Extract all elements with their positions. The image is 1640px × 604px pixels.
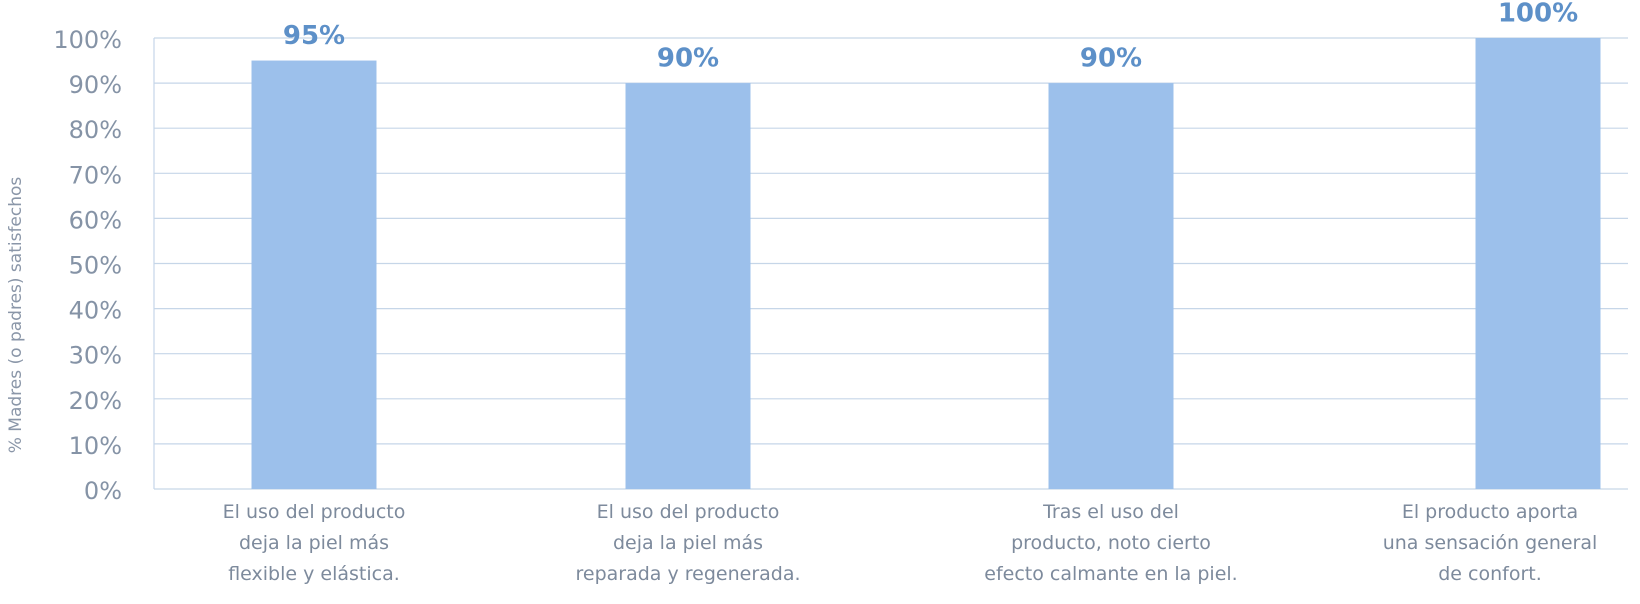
y-tick-label: 90% bbox=[69, 71, 122, 99]
y-tick-label: 30% bbox=[69, 342, 122, 370]
y-tick-label: 0% bbox=[84, 477, 122, 505]
bar bbox=[251, 60, 377, 490]
value-label: 100% bbox=[1498, 0, 1578, 29]
value-label: 90% bbox=[657, 44, 719, 74]
bar bbox=[625, 83, 751, 489]
y-tick-label: 100% bbox=[53, 26, 122, 54]
y-tick-label: 20% bbox=[69, 387, 122, 415]
y-tick-label: 70% bbox=[69, 161, 122, 189]
y-axis-label: % Madres (o padres) satisfechos bbox=[6, 177, 26, 454]
y-tick-label: 80% bbox=[69, 116, 122, 144]
bar bbox=[1048, 83, 1174, 489]
y-tick-label: 10% bbox=[69, 432, 122, 460]
x-tick-label: Tras el uso del producto, noto cierto ef… bbox=[984, 501, 1238, 585]
x-tick-label: El producto aporta una sensación general… bbox=[1382, 501, 1598, 585]
y-tick-label: 40% bbox=[69, 297, 122, 325]
y-tick-label: 60% bbox=[69, 206, 122, 234]
value-label: 95% bbox=[283, 21, 345, 51]
x-tick-label: El uso del producto deja la piel más rep… bbox=[575, 501, 801, 585]
x-tick-label: El uso del producto deja la piel más fle… bbox=[222, 501, 406, 585]
bar bbox=[1475, 38, 1601, 489]
y-tick-label: 50% bbox=[69, 252, 122, 280]
value-label: 90% bbox=[1080, 44, 1142, 74]
